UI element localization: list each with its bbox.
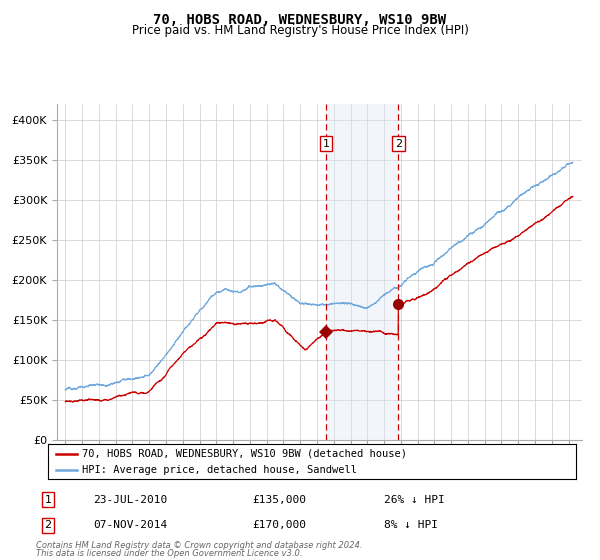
Text: 70, HOBS ROAD, WEDNESBURY, WS10 9BW (detached house): 70, HOBS ROAD, WEDNESBURY, WS10 9BW (det… (82, 449, 407, 459)
Text: Price paid vs. HM Land Registry's House Price Index (HPI): Price paid vs. HM Land Registry's House … (131, 24, 469, 38)
Text: 23-JUL-2010: 23-JUL-2010 (93, 494, 167, 505)
Text: 1: 1 (323, 139, 330, 148)
Text: £170,000: £170,000 (252, 520, 306, 530)
Bar (326, 104, 398, 440)
Text: HPI: Average price, detached house, Sandwell: HPI: Average price, detached house, Sand… (82, 465, 358, 475)
Text: 07-NOV-2014: 07-NOV-2014 (93, 520, 167, 530)
Text: 1: 1 (44, 494, 52, 505)
Text: 2: 2 (44, 520, 52, 530)
Text: £135,000: £135,000 (252, 494, 306, 505)
Text: Contains HM Land Registry data © Crown copyright and database right 2024.: Contains HM Land Registry data © Crown c… (36, 541, 362, 550)
Text: 8% ↓ HPI: 8% ↓ HPI (384, 520, 438, 530)
Text: 26% ↓ HPI: 26% ↓ HPI (384, 494, 445, 505)
Text: 2: 2 (395, 139, 402, 148)
Text: This data is licensed under the Open Government Licence v3.0.: This data is licensed under the Open Gov… (36, 549, 302, 558)
Text: 70, HOBS ROAD, WEDNESBURY, WS10 9BW: 70, HOBS ROAD, WEDNESBURY, WS10 9BW (154, 13, 446, 27)
